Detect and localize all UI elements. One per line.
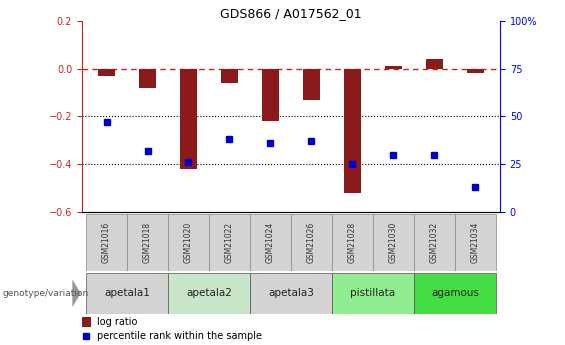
Text: GSM21018: GSM21018	[143, 222, 152, 263]
Text: GSM21024: GSM21024	[266, 222, 275, 263]
Text: GSM21030: GSM21030	[389, 222, 398, 263]
Text: pistillata: pistillata	[350, 288, 396, 298]
Bar	[455, 214, 496, 271]
Bar	[414, 214, 455, 271]
Bar	[373, 214, 414, 271]
Bar	[426, 59, 442, 69]
Bar	[82, 317, 91, 327]
Bar	[332, 214, 373, 271]
Text: GSM21032: GSM21032	[430, 222, 439, 263]
Text: apetala2: apetala2	[186, 288, 232, 298]
Text: apetala1: apetala1	[104, 288, 150, 298]
Bar	[98, 69, 115, 76]
Bar	[332, 273, 414, 314]
Text: genotype/variation: genotype/variation	[3, 289, 89, 298]
Bar	[209, 214, 250, 271]
Text: percentile rank within the sample: percentile rank within the sample	[97, 331, 262, 341]
Bar	[86, 273, 168, 314]
Text: GSM21034: GSM21034	[471, 222, 480, 263]
Text: apetala3: apetala3	[268, 288, 314, 298]
Bar	[303, 69, 320, 100]
Bar	[221, 69, 238, 83]
Bar	[127, 214, 168, 271]
Bar	[262, 69, 279, 121]
Text: GSM21028: GSM21028	[348, 222, 357, 263]
Text: log ratio: log ratio	[97, 317, 137, 327]
Bar	[250, 273, 332, 314]
Text: GSM21022: GSM21022	[225, 222, 234, 263]
Bar	[168, 273, 250, 314]
Bar	[140, 69, 156, 88]
Bar	[467, 69, 484, 73]
Bar	[414, 273, 496, 314]
Bar	[250, 214, 291, 271]
Bar	[291, 214, 332, 271]
Polygon shape	[72, 279, 81, 307]
Text: agamous: agamous	[431, 288, 479, 298]
Bar	[86, 214, 127, 271]
Bar	[180, 69, 197, 169]
Bar	[344, 69, 360, 193]
Text: GSM21026: GSM21026	[307, 222, 316, 263]
Title: GDS866 / A017562_01: GDS866 / A017562_01	[220, 7, 362, 20]
Bar	[168, 214, 209, 271]
Text: GSM21020: GSM21020	[184, 222, 193, 263]
Text: GSM21016: GSM21016	[102, 222, 111, 263]
Bar	[385, 66, 402, 69]
